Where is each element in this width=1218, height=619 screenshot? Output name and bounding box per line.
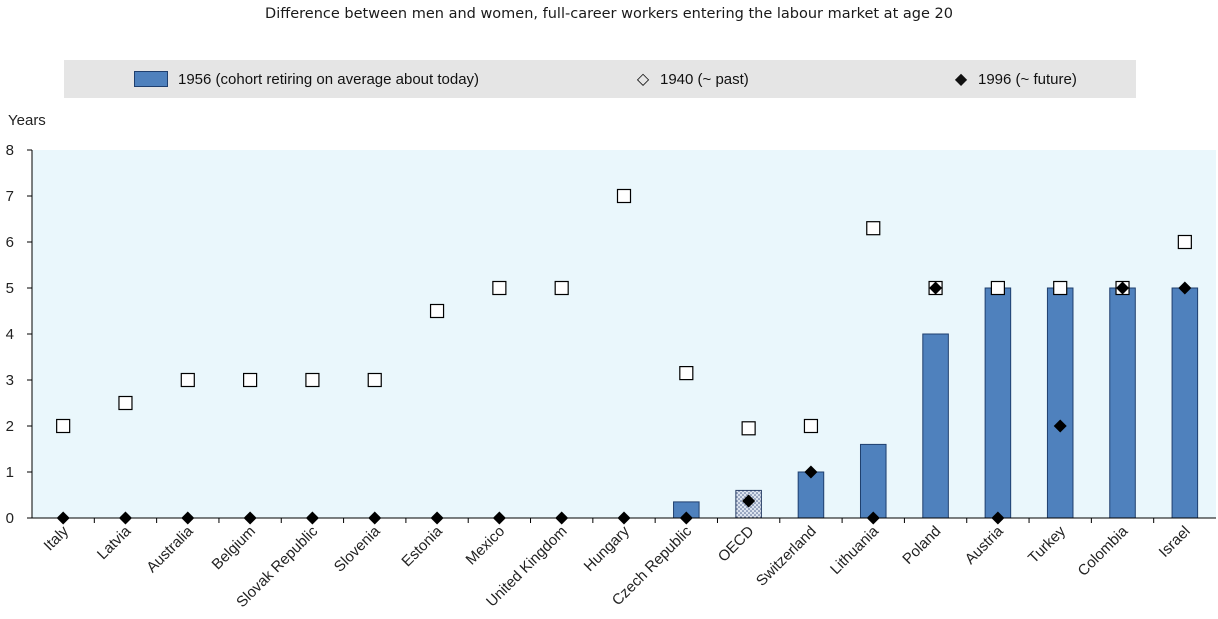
marker-1940-estonia	[429, 303, 445, 319]
marker-1940-slovak-republic	[305, 372, 320, 388]
plot-area	[32, 150, 1216, 518]
y-tick-label: 3	[6, 372, 14, 389]
y-tick-label: 2	[6, 418, 14, 435]
marker-1996-italy	[56, 511, 70, 525]
marker-1940-italy	[56, 418, 71, 434]
bar-switzerland	[797, 471, 825, 519]
x-tick-label: Mexico	[463, 523, 509, 569]
marker-1996-slovak-republic	[305, 511, 319, 525]
marker-1996-colombia	[1116, 281, 1130, 295]
x-tick-label: Colombia	[1075, 522, 1132, 579]
marker-1996-slovenia	[368, 511, 382, 525]
open-diamond-icon: ◇	[636, 71, 650, 88]
y-tick-label: 5	[6, 280, 14, 297]
marker-1996-latvia	[118, 511, 132, 525]
y-tick-label: 0	[6, 510, 14, 527]
marker-1996-hungary	[617, 511, 631, 525]
bar-colombia	[1109, 287, 1136, 519]
y-tick-label: 4	[6, 326, 14, 343]
bar-turkey	[1046, 287, 1074, 519]
x-tick-label: Estonia	[398, 522, 446, 570]
marker-1996-mexico	[492, 511, 506, 525]
marker-1996-belgium	[243, 511, 257, 525]
marker-1940-oecd	[741, 421, 756, 436]
marker-1996-austria	[991, 511, 1005, 525]
legend-bar-swatch	[134, 71, 168, 87]
marker-1996-united-kingdom	[555, 511, 569, 525]
x-tick-label: Slovenia	[331, 522, 384, 575]
marker-1996-estonia	[430, 511, 444, 525]
legend-label-1940: 1940 (~ past)	[660, 70, 749, 88]
y-tick-label: 8	[6, 142, 14, 159]
x-tick-label: Latvia	[94, 522, 135, 563]
marker-1940-switzerland	[803, 418, 819, 434]
x-tick-label: Turkey	[1025, 522, 1069, 566]
legend-item-1996: ◆ 1996 (~ future)	[952, 60, 1077, 98]
x-tick-label: Austria	[962, 522, 1007, 567]
marker-1940-austria	[990, 280, 1005, 296]
y-axis-unit-label: Years	[8, 112, 46, 129]
bar-poland	[922, 333, 949, 519]
x-tick-label: Italy	[41, 522, 73, 554]
marker-1996-switzerland	[804, 465, 818, 479]
x-tick-label: Lithuania	[827, 522, 883, 578]
legend-label-1956: 1956 (cohort retiring on average about t…	[178, 70, 480, 88]
marker-1940-czech-republic	[679, 366, 694, 381]
chart-title: Difference between men and women, full-c…	[265, 6, 953, 22]
marker-1940-hungary	[616, 188, 632, 204]
x-tick-label: Hungary	[581, 522, 633, 574]
marker-1940-mexico	[492, 280, 507, 296]
filled-diamond-icon: ◆	[954, 71, 968, 88]
marker-1996-poland	[929, 281, 943, 295]
y-tick-label: 7	[6, 188, 14, 205]
marker-1996-australia	[181, 511, 195, 525]
bar-austria	[984, 287, 1012, 519]
marker-1940-israel	[1177, 234, 1192, 250]
marker-1940-australia	[180, 372, 195, 388]
x-tick-label: Belgium	[209, 523, 259, 573]
bar-israel	[1171, 287, 1199, 519]
marker-1940-lithuania	[866, 221, 881, 236]
marker-1996-lithuania	[866, 511, 880, 525]
x-tick-label: Israel	[1156, 523, 1194, 561]
marker-1996-turkey	[1053, 419, 1067, 433]
x-tick-label: Poland	[899, 523, 944, 568]
marker-1996-israel	[1178, 281, 1192, 295]
x-tick-label: Australia	[143, 522, 197, 576]
x-tick-label: OECD	[715, 523, 758, 566]
marker-1940-slovenia	[367, 372, 382, 388]
marker-1996-czech-republic	[679, 511, 693, 525]
marker-1940-latvia	[118, 395, 133, 411]
legend: 1956 (cohort retiring on average about t…	[64, 60, 1136, 98]
marker-1996-oecd	[742, 494, 756, 508]
marker-1940-belgium	[243, 372, 258, 388]
bar-lithuania	[859, 443, 887, 519]
marker-1940-turkey	[1053, 280, 1068, 296]
marker-1940-united-kingdom	[554, 280, 569, 296]
y-tick-label: 1	[6, 464, 14, 481]
legend-label-1996: 1996 (~ future)	[978, 70, 1077, 88]
legend-item-1940: ◇ 1940 (~ past)	[634, 60, 749, 98]
y-tick-label: 6	[6, 234, 14, 251]
legend-item-1956: 1956 (cohort retiring on average about t…	[134, 60, 479, 98]
x-tick-label: Switzerland	[753, 523, 820, 590]
